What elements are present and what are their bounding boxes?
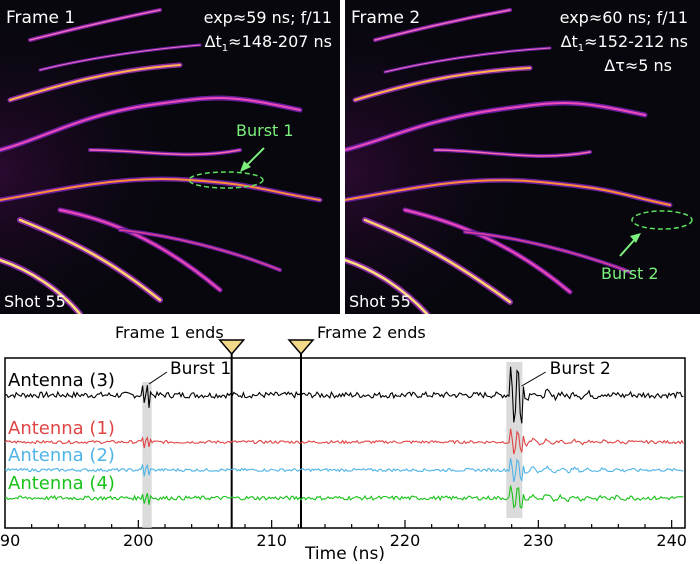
burst-highlight [142, 382, 152, 528]
frame-2-end-triangle [287, 339, 315, 356]
burst-1-arrowhead [240, 161, 251, 172]
frame-1-shot: Shot 55 [4, 292, 66, 311]
burst-1-ellipse [188, 171, 264, 189]
marker-frame-2-end: Frame 2 ends [287, 323, 426, 528]
frame-2-delta-tau: Δτ≈5 ns [604, 56, 672, 75]
x-tick-label: 210 [256, 531, 287, 550]
burst-highlight [506, 362, 523, 518]
frame-1-end-label: Frame 1 ends [115, 323, 224, 342]
series-label: Antenna (4) [8, 473, 115, 494]
trace-antenna-1 [4, 366, 684, 424]
x-tick-label: 240 [656, 531, 687, 550]
burst-2-ellipse [631, 210, 693, 230]
frame-2-streamers [345, 0, 700, 314]
x-tick-label: 190 [0, 531, 20, 550]
burst-1-label: Burst 1 [236, 121, 294, 140]
burst-2-label: Burst 2 [601, 264, 659, 283]
frame-2-shot: Shot 55 [349, 292, 411, 311]
frame-1-streamers [0, 0, 340, 314]
antenna-waveform-chart: Frame 1 ends Frame 2 ends Antenna (3) Ant… [0, 323, 687, 564]
frame-1-title: Frame 1 [6, 8, 76, 28]
frame-1-timing: Δt1≈148-207 ns [204, 32, 332, 55]
frame-2-exposure: exp≈60 ns; f/11 [559, 8, 688, 27]
series-label: Antenna (1) [8, 418, 115, 439]
x-tick-label: 230 [523, 531, 554, 550]
x-tick-label: 200 [123, 531, 154, 550]
burst-2-arrow [619, 237, 637, 257]
series-label: Antenna (3) [8, 370, 115, 391]
burst-2-annotation: Burst 2 [550, 359, 611, 379]
burst-2-leader [521, 371, 546, 387]
trace-antenna-4 [4, 485, 684, 509]
frame-2-title: Frame 2 [351, 8, 421, 28]
burst-2-arrowhead [630, 233, 641, 243]
trace-antenna-2 [4, 428, 684, 455]
frame-1-image: Frame 1 exp≈59 ns; f/11 Δt1≈148-207 ns S… [0, 0, 340, 314]
series-label: Antenna (2) [8, 445, 115, 466]
frame-1-end-triangle [218, 339, 246, 356]
x-tick-label: 220 [390, 531, 421, 550]
frame-2-timing: Δt1≈152-212 ns [560, 32, 688, 55]
frame-2-end-label: Frame 2 ends [317, 323, 426, 342]
burst-1-annotation: Burst 1 [170, 359, 231, 379]
frame-2-image: Frame 2 exp≈60 ns; f/11 Δt1≈152-212 ns Δ… [345, 0, 700, 314]
burst-1-leader [148, 371, 168, 385]
x-axis-label: Time (ns) [304, 544, 385, 564]
frame-1-exposure: exp≈59 ns; f/11 [203, 8, 332, 27]
trace-antenna-3 [4, 458, 684, 483]
marker-frame-1-end: Frame 1 ends [115, 323, 246, 528]
